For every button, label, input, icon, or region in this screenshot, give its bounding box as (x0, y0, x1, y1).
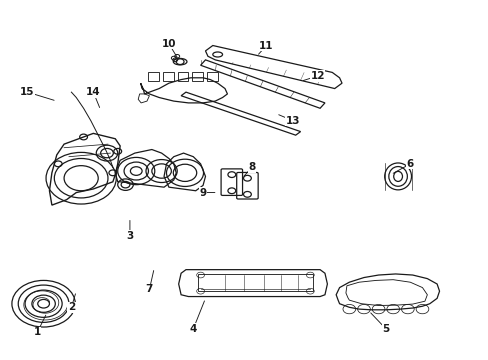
Text: 12: 12 (310, 71, 324, 81)
Bar (206, 72, 217, 81)
Bar (192, 72, 203, 81)
Text: 9: 9 (199, 188, 206, 198)
Text: 8: 8 (248, 162, 255, 172)
Bar (163, 72, 173, 81)
Text: 3: 3 (126, 231, 133, 240)
Text: 13: 13 (285, 116, 300, 126)
Text: 4: 4 (189, 324, 197, 334)
Bar (148, 72, 159, 81)
Text: 11: 11 (259, 41, 273, 50)
Bar (198, 274, 312, 291)
Text: 15: 15 (20, 87, 35, 97)
Text: 14: 14 (86, 87, 101, 97)
Text: 2: 2 (68, 302, 75, 312)
Bar (177, 72, 188, 81)
Text: 1: 1 (34, 327, 41, 337)
Text: 6: 6 (406, 159, 413, 169)
Text: 7: 7 (145, 284, 153, 294)
Text: 10: 10 (162, 39, 176, 49)
Text: 5: 5 (382, 324, 389, 334)
